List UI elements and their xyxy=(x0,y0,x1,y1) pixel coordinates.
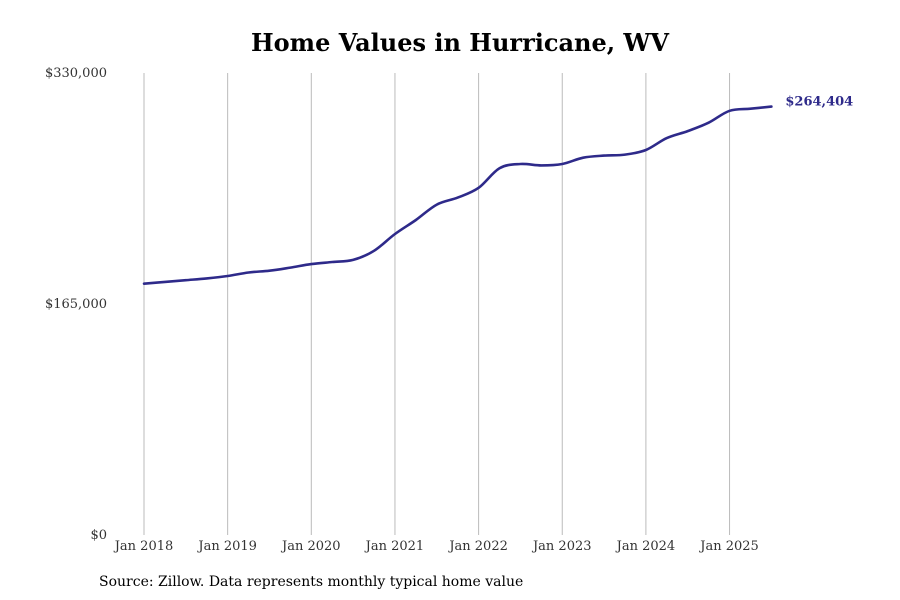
y-tick-label: $0 xyxy=(90,528,107,543)
end-value-label: $264,404 xyxy=(785,95,853,110)
x-tick-label: Jan 2019 xyxy=(196,539,257,554)
x-tick-label: Jan 2025 xyxy=(698,539,759,554)
chart-title: Home Values in Hurricane, WV xyxy=(251,28,669,57)
y-tick-label: $165,000 xyxy=(45,297,107,312)
x-tick-label: Jan 2021 xyxy=(364,539,425,554)
x-tick-label: Jan 2018 xyxy=(113,539,174,554)
x-tick-label: Jan 2024 xyxy=(615,539,676,554)
x-tick-label: Jan 2020 xyxy=(280,539,341,554)
series-line xyxy=(142,105,773,285)
y-tick-label: $330,000 xyxy=(45,66,107,81)
source-note: Source: Zillow. Data represents monthly … xyxy=(99,574,524,590)
x-tick-label: Jan 2022 xyxy=(447,539,508,554)
x-tick-label: Jan 2023 xyxy=(531,539,592,554)
